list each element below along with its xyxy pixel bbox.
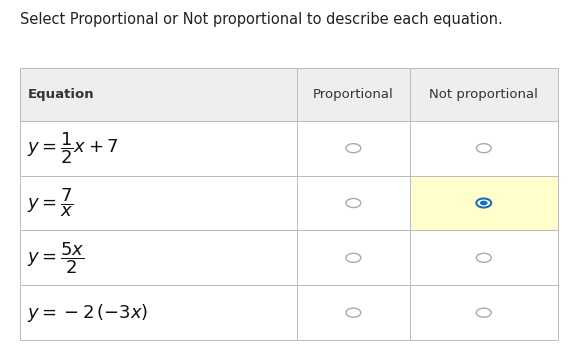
Text: Not proportional: Not proportional bbox=[430, 88, 538, 101]
Text: $y = -2\,(-3x)$: $y = -2\,(-3x)$ bbox=[27, 302, 149, 324]
Text: $y = \dfrac{5x}{2}$: $y = \dfrac{5x}{2}$ bbox=[27, 240, 85, 276]
Text: Equation: Equation bbox=[27, 88, 94, 101]
Text: Select Proportional or Not proportional to describe each equation.: Select Proportional or Not proportional … bbox=[20, 12, 503, 27]
Text: $y = \dfrac{1}{2}x + 7$: $y = \dfrac{1}{2}x + 7$ bbox=[27, 130, 119, 166]
Text: Proportional: Proportional bbox=[313, 88, 394, 101]
Text: $y = \dfrac{7}{x}$: $y = \dfrac{7}{x}$ bbox=[27, 187, 74, 219]
